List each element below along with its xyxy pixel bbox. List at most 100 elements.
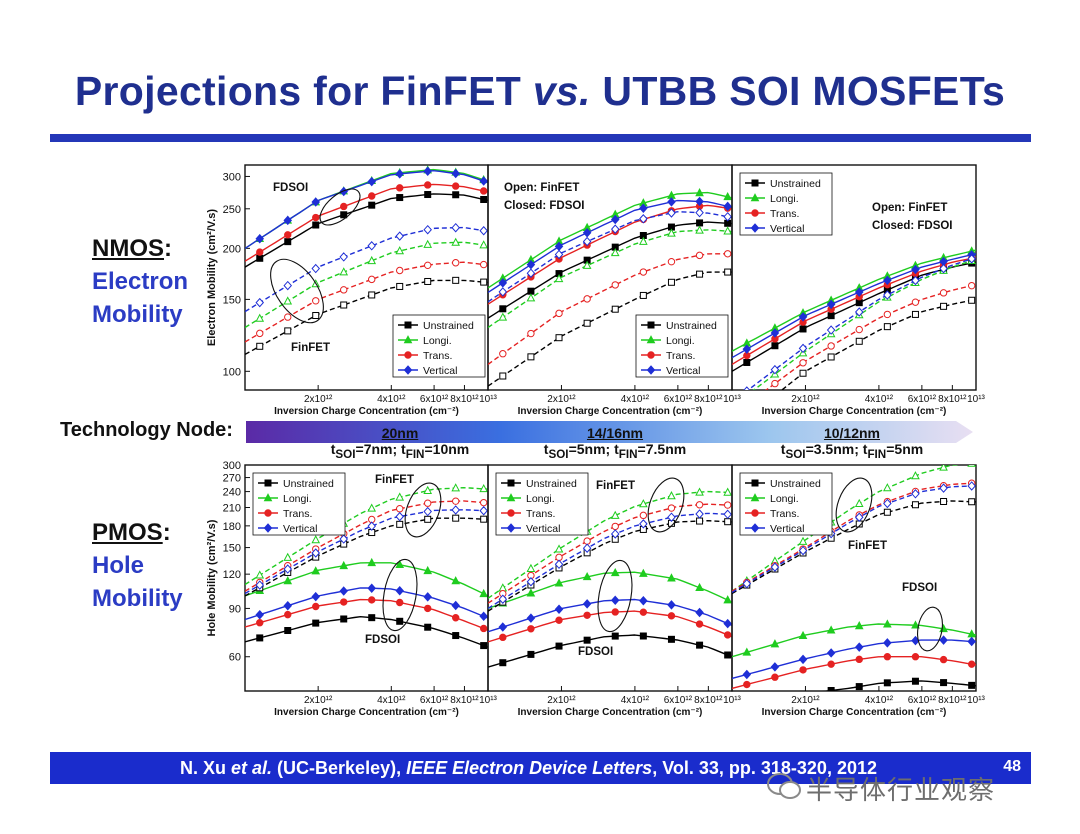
- data-point: [527, 329, 535, 338]
- data-point: [499, 305, 507, 313]
- data-point: [256, 634, 264, 642]
- watermark-text: 半导体行业观察: [806, 775, 996, 805]
- data-point: [527, 353, 535, 361]
- plot-frame: [244, 164, 489, 391]
- data-point: [854, 283, 864, 292]
- data-point: [479, 240, 488, 249]
- series-line-fdsoi-trans: [732, 656, 976, 690]
- data-point: [798, 630, 808, 640]
- data-point: [695, 188, 704, 197]
- data-point: [527, 625, 535, 633]
- legend-marker: [403, 365, 413, 375]
- legend-marker: [750, 523, 760, 533]
- y-tick-label: 250: [223, 204, 241, 216]
- data-point: [479, 225, 488, 236]
- data-point: [695, 225, 704, 234]
- citation-volume: , Vol. 33, pp. 318-320, 2012: [652, 758, 877, 778]
- data-point: [723, 204, 732, 212]
- data-point: [911, 298, 920, 306]
- data-point: [610, 510, 620, 519]
- data-point: [826, 329, 836, 338]
- data-point: [367, 557, 377, 567]
- y-axis-label: Electron Mobility (cm²/V.s): [206, 209, 218, 346]
- data-point: [911, 677, 919, 685]
- legend-label: Longi.: [770, 193, 799, 205]
- data-point: [283, 215, 293, 226]
- data-point: [939, 263, 948, 274]
- legend-label: Trans.: [423, 350, 452, 362]
- data-point: [526, 293, 536, 302]
- series-line-finfet-trans: [245, 500, 488, 592]
- highlight-ellipse: [382, 558, 418, 632]
- title-vs: vs.: [532, 68, 591, 114]
- data-point: [723, 509, 732, 520]
- data-point: [479, 483, 488, 493]
- data-point: [771, 335, 779, 343]
- data-point: [396, 598, 404, 607]
- data-point: [526, 613, 536, 623]
- data-point: [339, 186, 349, 197]
- legend-label: Trans.: [770, 508, 799, 520]
- node-10-12nm-thickness: tSOI=3.5nm; tFIN=5nm: [780, 441, 924, 461]
- data-point: [368, 529, 376, 537]
- data-point: [611, 227, 619, 236]
- data-point: [911, 620, 920, 629]
- series-line-finfet-trans: [488, 503, 732, 604]
- data-point: [480, 515, 488, 523]
- data-point: [582, 526, 592, 535]
- slide-title: Projections for FinFET vs. UTBB SOI MOSF…: [0, 68, 1080, 115]
- page-number: 48: [1003, 758, 1021, 775]
- data-point: [255, 233, 265, 244]
- x-tick-label: 4x10¹²: [621, 695, 650, 706]
- y-tick-label: 180: [223, 521, 241, 533]
- data-point: [339, 560, 349, 570]
- data-point: [696, 270, 704, 278]
- data-point: [667, 223, 675, 231]
- data-point: [311, 566, 321, 575]
- data-point: [742, 669, 752, 680]
- data-point: [826, 528, 836, 539]
- data-point: [742, 578, 752, 589]
- data-point: [939, 655, 948, 664]
- data-point: [667, 635, 675, 643]
- data-point: [799, 369, 807, 377]
- data-point: [610, 567, 620, 577]
- data-point: [968, 681, 976, 689]
- data-point: [480, 642, 488, 650]
- data-point: [395, 246, 405, 255]
- data-point: [611, 535, 619, 543]
- data-point: [255, 580, 265, 590]
- data-point: [499, 589, 507, 598]
- legend-label: Trans.: [283, 508, 312, 520]
- data-point: [582, 599, 592, 609]
- data-point: [498, 312, 508, 321]
- data-point: [610, 529, 620, 539]
- legend-marker: [751, 479, 759, 487]
- data-point: [939, 483, 948, 493]
- data-point: [667, 190, 676, 199]
- node-10-12nm-tsoi: 3.5nm: [813, 441, 855, 457]
- data-point: [555, 334, 563, 342]
- data-point: [451, 222, 460, 233]
- legend-label: Vertical: [283, 523, 317, 535]
- data-point: [854, 287, 864, 297]
- data-point: [723, 201, 732, 212]
- data-point: [611, 243, 619, 251]
- series-line-finfet-vertical: [488, 512, 732, 609]
- data-point: [854, 307, 864, 317]
- data-point: [479, 611, 488, 622]
- citation-journal: IEEE Electron Device Letters: [406, 758, 653, 778]
- series-line-finfet-longi: [245, 241, 488, 329]
- x-tick-label: 6x10¹²: [420, 394, 449, 405]
- data-point: [452, 276, 460, 284]
- x-tick-label: 2x10¹²: [547, 695, 576, 706]
- series-line-fdsoi-trans: [488, 610, 732, 643]
- data-point: [799, 690, 807, 691]
- data-point: [256, 329, 264, 338]
- node-14-16nm: 14/16nm tSOI=5nm; tFIN=7.5nm: [505, 425, 725, 461]
- x-tick-label: 4x10¹²: [621, 394, 650, 405]
- series-line-fdsoi-unstrained: [488, 221, 732, 319]
- data-point: [499, 350, 507, 358]
- data-point: [723, 618, 732, 629]
- data-point: [498, 278, 508, 288]
